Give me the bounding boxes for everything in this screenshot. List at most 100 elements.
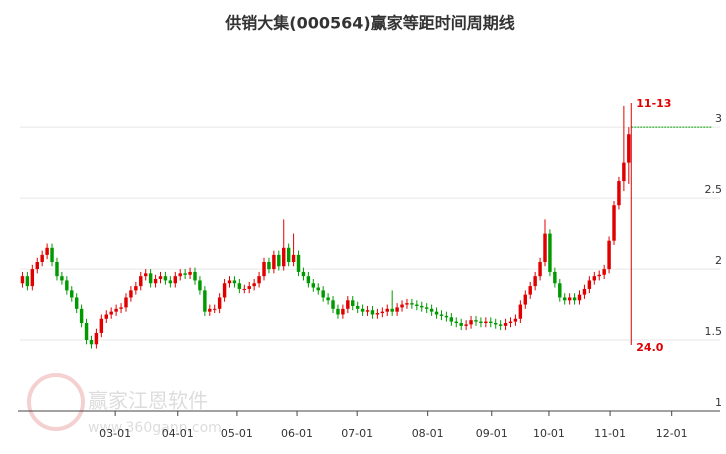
- candle-body: [503, 323, 508, 326]
- candle-body: [587, 280, 592, 289]
- cycle-bottom-label: 24.0: [636, 341, 663, 354]
- candle-body: [424, 307, 429, 309]
- candle-body: [365, 310, 370, 312]
- candle-body: [40, 254, 44, 262]
- candle-body: [316, 287, 320, 291]
- candle-body: [277, 254, 281, 267]
- candle-body: [198, 280, 202, 291]
- candle-body: [124, 297, 128, 308]
- x-tick-label: 08-01: [412, 427, 444, 440]
- candle-body: [528, 286, 532, 295]
- candle-body: [30, 269, 35, 287]
- candle-body: [193, 271, 197, 281]
- x-tick-label: 04-01: [162, 427, 194, 440]
- candle-body: [257, 276, 261, 284]
- candle-body: [84, 323, 89, 341]
- candle-body: [65, 280, 69, 291]
- candle-body: [464, 324, 468, 326]
- candle-body: [474, 320, 478, 322]
- candle-body: [79, 308, 84, 324]
- candle-body: [360, 308, 365, 312]
- candle-body: [252, 283, 256, 287]
- x-tick-label: 05-01: [221, 427, 253, 440]
- candle-body: [612, 205, 616, 241]
- candle-body: [217, 297, 222, 309]
- candle-body: [168, 280, 173, 284]
- candle-body: [104, 314, 108, 319]
- candle-body: [469, 320, 473, 325]
- candle-body: [50, 247, 54, 262]
- candle-body: [222, 283, 227, 298]
- candle-body: [282, 247, 286, 267]
- watermark-name: 赢家江恩软件: [88, 389, 208, 413]
- candle-body: [99, 318, 104, 333]
- candle-body: [242, 288, 247, 290]
- candle-body: [562, 297, 567, 301]
- candle-body: [572, 297, 577, 301]
- candle-body: [434, 311, 439, 315]
- candle-body: [55, 261, 59, 277]
- candle-body: [390, 308, 394, 312]
- candle-body: [301, 271, 306, 277]
- y-tick-label: 2.5: [705, 183, 723, 196]
- candle-body: [114, 308, 118, 312]
- candle-body: [148, 273, 153, 284]
- candle-body: [178, 273, 182, 277]
- candle-body: [493, 323, 498, 325]
- candle-body: [355, 305, 360, 309]
- x-tick-label: 09-01: [476, 427, 508, 440]
- candle-body: [70, 290, 74, 298]
- candle-body: [444, 315, 449, 318]
- candle-body: [415, 304, 419, 306]
- candle-body: [272, 254, 276, 270]
- candle-body: [267, 261, 271, 270]
- candle-body: [602, 269, 606, 275]
- candle-body: [370, 310, 375, 315]
- candle-body: [119, 307, 123, 309]
- candle-body: [341, 308, 345, 315]
- candle-body: [508, 321, 513, 324]
- candle-body: [237, 283, 242, 289]
- candle-body: [296, 254, 301, 272]
- candle-body: [538, 261, 542, 277]
- candle-body: [489, 321, 493, 324]
- candle-body: [60, 276, 64, 281]
- candle-body: [346, 300, 350, 309]
- candle-body: [523, 294, 528, 305]
- candle-body: [232, 280, 237, 284]
- cycle-label: 11-13: [636, 97, 671, 110]
- candle-body: [484, 321, 488, 324]
- candle-body: [227, 280, 232, 284]
- x-tick-label: 12-01: [656, 427, 688, 440]
- watermark: 赢家江恩软件 www.360gann.com: [27, 373, 222, 436]
- candle-body: [567, 297, 572, 301]
- chart-title: 供销大集(000564)赢家等距时间周期线: [224, 14, 514, 33]
- x-tick-label: 06-01: [281, 427, 313, 440]
- x-tick-label: 07-01: [341, 427, 373, 440]
- candle-body: [203, 290, 207, 312]
- candle-body: [548, 233, 552, 272]
- candle-body: [592, 276, 597, 281]
- candle-body: [597, 274, 601, 277]
- candle-body: [163, 276, 168, 281]
- candle-body: [518, 304, 523, 319]
- candle-body: [247, 286, 251, 289]
- candle-body: [89, 340, 94, 345]
- candle-body: [380, 311, 385, 314]
- x-tick-label: 10-01: [533, 427, 565, 440]
- candle-body: [143, 273, 148, 277]
- candle-body: [439, 314, 444, 316]
- x-tick-label: 03-01: [99, 427, 131, 440]
- candle-body: [129, 290, 133, 298]
- candle-body: [188, 271, 192, 275]
- candle-body: [429, 308, 434, 312]
- candle-body: [326, 297, 330, 301]
- candle-body: [459, 323, 463, 326]
- candle-body: [622, 162, 626, 182]
- candle-body: [420, 305, 424, 308]
- candle-body: [533, 276, 537, 287]
- candle-body: [262, 261, 266, 277]
- candle-body: [617, 181, 621, 206]
- candle-body: [479, 321, 483, 324]
- candle-body: [385, 308, 389, 312]
